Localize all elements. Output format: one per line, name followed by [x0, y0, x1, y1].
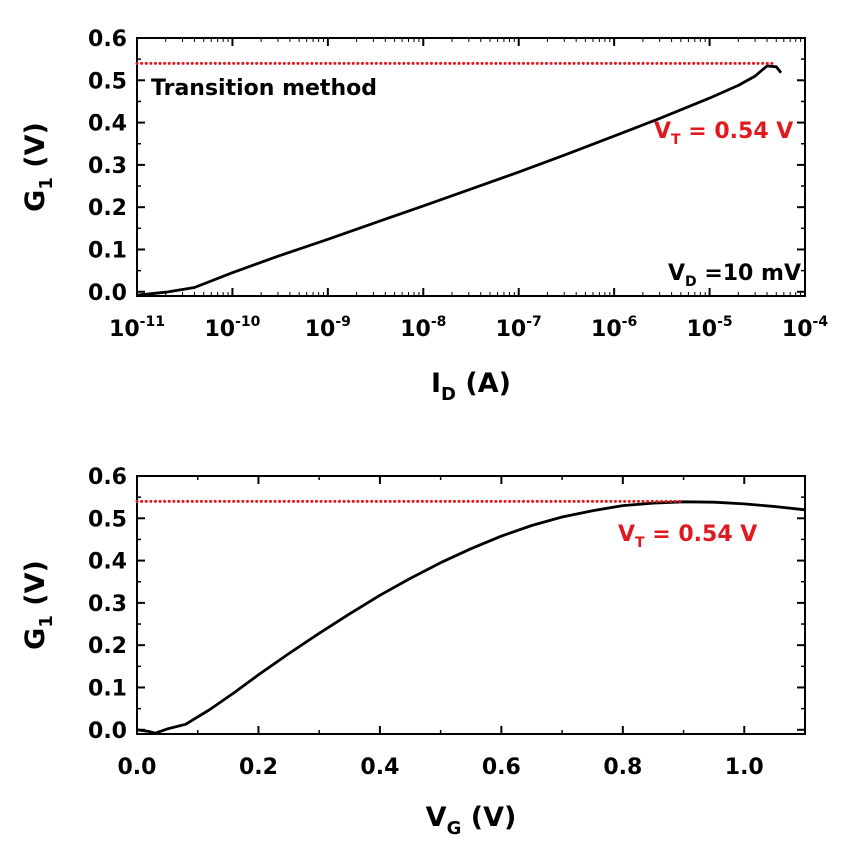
x-tick-label: 10-9 [305, 314, 351, 342]
x-tick-label: 1.0 [725, 755, 764, 780]
y-tick-label: 0.3 [88, 592, 127, 617]
x-tick-label: 10-6 [591, 314, 637, 342]
top-plot-frame [136, 37, 806, 297]
top-annotation-vd: VD =10 mV [668, 261, 801, 290]
x-tick-label: 0.2 [239, 755, 278, 780]
bottom-x-tick-labels: 0.0 0.2 0.4 0.6 0.8 1.0 [118, 755, 764, 780]
top-y-axis-label: G1 (V) [20, 122, 57, 212]
y-tick-label: 0.2 [88, 634, 127, 659]
top-annotation-vt: VT = 0.54 V [654, 119, 793, 148]
x-tick-label: 10-11 [109, 314, 165, 342]
y-tick-label: 0.5 [88, 507, 127, 532]
y-tick-label: 0.5 [88, 69, 127, 94]
y-tick-label: 0.1 [88, 676, 127, 701]
top-x-tick-labels: 10-11 10-10 10-9 10-8 10-7 10-6 10-5 10-4 [109, 314, 828, 342]
x-tick-label: 10-8 [400, 314, 446, 342]
y-tick-label: 0.6 [88, 27, 127, 52]
x-tick-label: 0.0 [118, 755, 157, 780]
bottom-y-tick-labels: 0.0 0.1 0.2 0.3 0.4 0.5 0.6 [88, 465, 127, 744]
y-tick-label: 0.2 [88, 196, 127, 221]
x-tick-label: 10-5 [686, 314, 732, 342]
x-tick-label: 0.8 [603, 755, 642, 780]
x-tick-label: 10-7 [496, 314, 542, 342]
bottom-y-axis-label: G1 (V) [20, 560, 57, 650]
y-tick-label: 0.4 [88, 550, 127, 575]
y-tick-label: 0.0 [88, 281, 127, 306]
g1-curve [136, 64, 783, 297]
top-series [135, 61, 783, 297]
top-chart: 0.0 0.1 0.2 0.3 0.4 0.5 0.6 10-11 10-10 10-9 10-8… [20, 27, 828, 405]
y-tick-label: 0.0 [88, 719, 127, 744]
x-tick-label: 10-10 [204, 314, 260, 342]
y-tick-label: 0.3 [88, 154, 127, 179]
top-axis-ticks [136, 37, 806, 296]
y-tick-label: 0.1 [88, 238, 127, 263]
top-annotation-method: Transition method [151, 76, 377, 101]
bottom-axis-ticks [136, 475, 806, 734]
bottom-plot-frame [136, 475, 806, 735]
bottom-x-axis-label: VG (V) [426, 802, 517, 839]
y-tick-label: 0.4 [88, 112, 127, 137]
bottom-chart: 0.0 0.1 0.2 0.3 0.4 0.5 0.6 0.0 0.2 0.4 0.6 0.8 1.0… [20, 465, 806, 839]
top-y-tick-labels: 0.0 0.1 0.2 0.3 0.4 0.5 0.6 [88, 27, 127, 306]
top-x-axis-label: ID (A) [431, 368, 511, 405]
x-tick-label: 0.6 [482, 755, 521, 780]
y-tick-label: 0.6 [88, 465, 127, 490]
x-tick-label: 0.4 [360, 755, 399, 780]
bottom-series [135, 499, 806, 735]
bottom-annotation-vt: VT = 0.54 V [618, 522, 757, 551]
x-tick-label: 10-4 [782, 314, 828, 342]
